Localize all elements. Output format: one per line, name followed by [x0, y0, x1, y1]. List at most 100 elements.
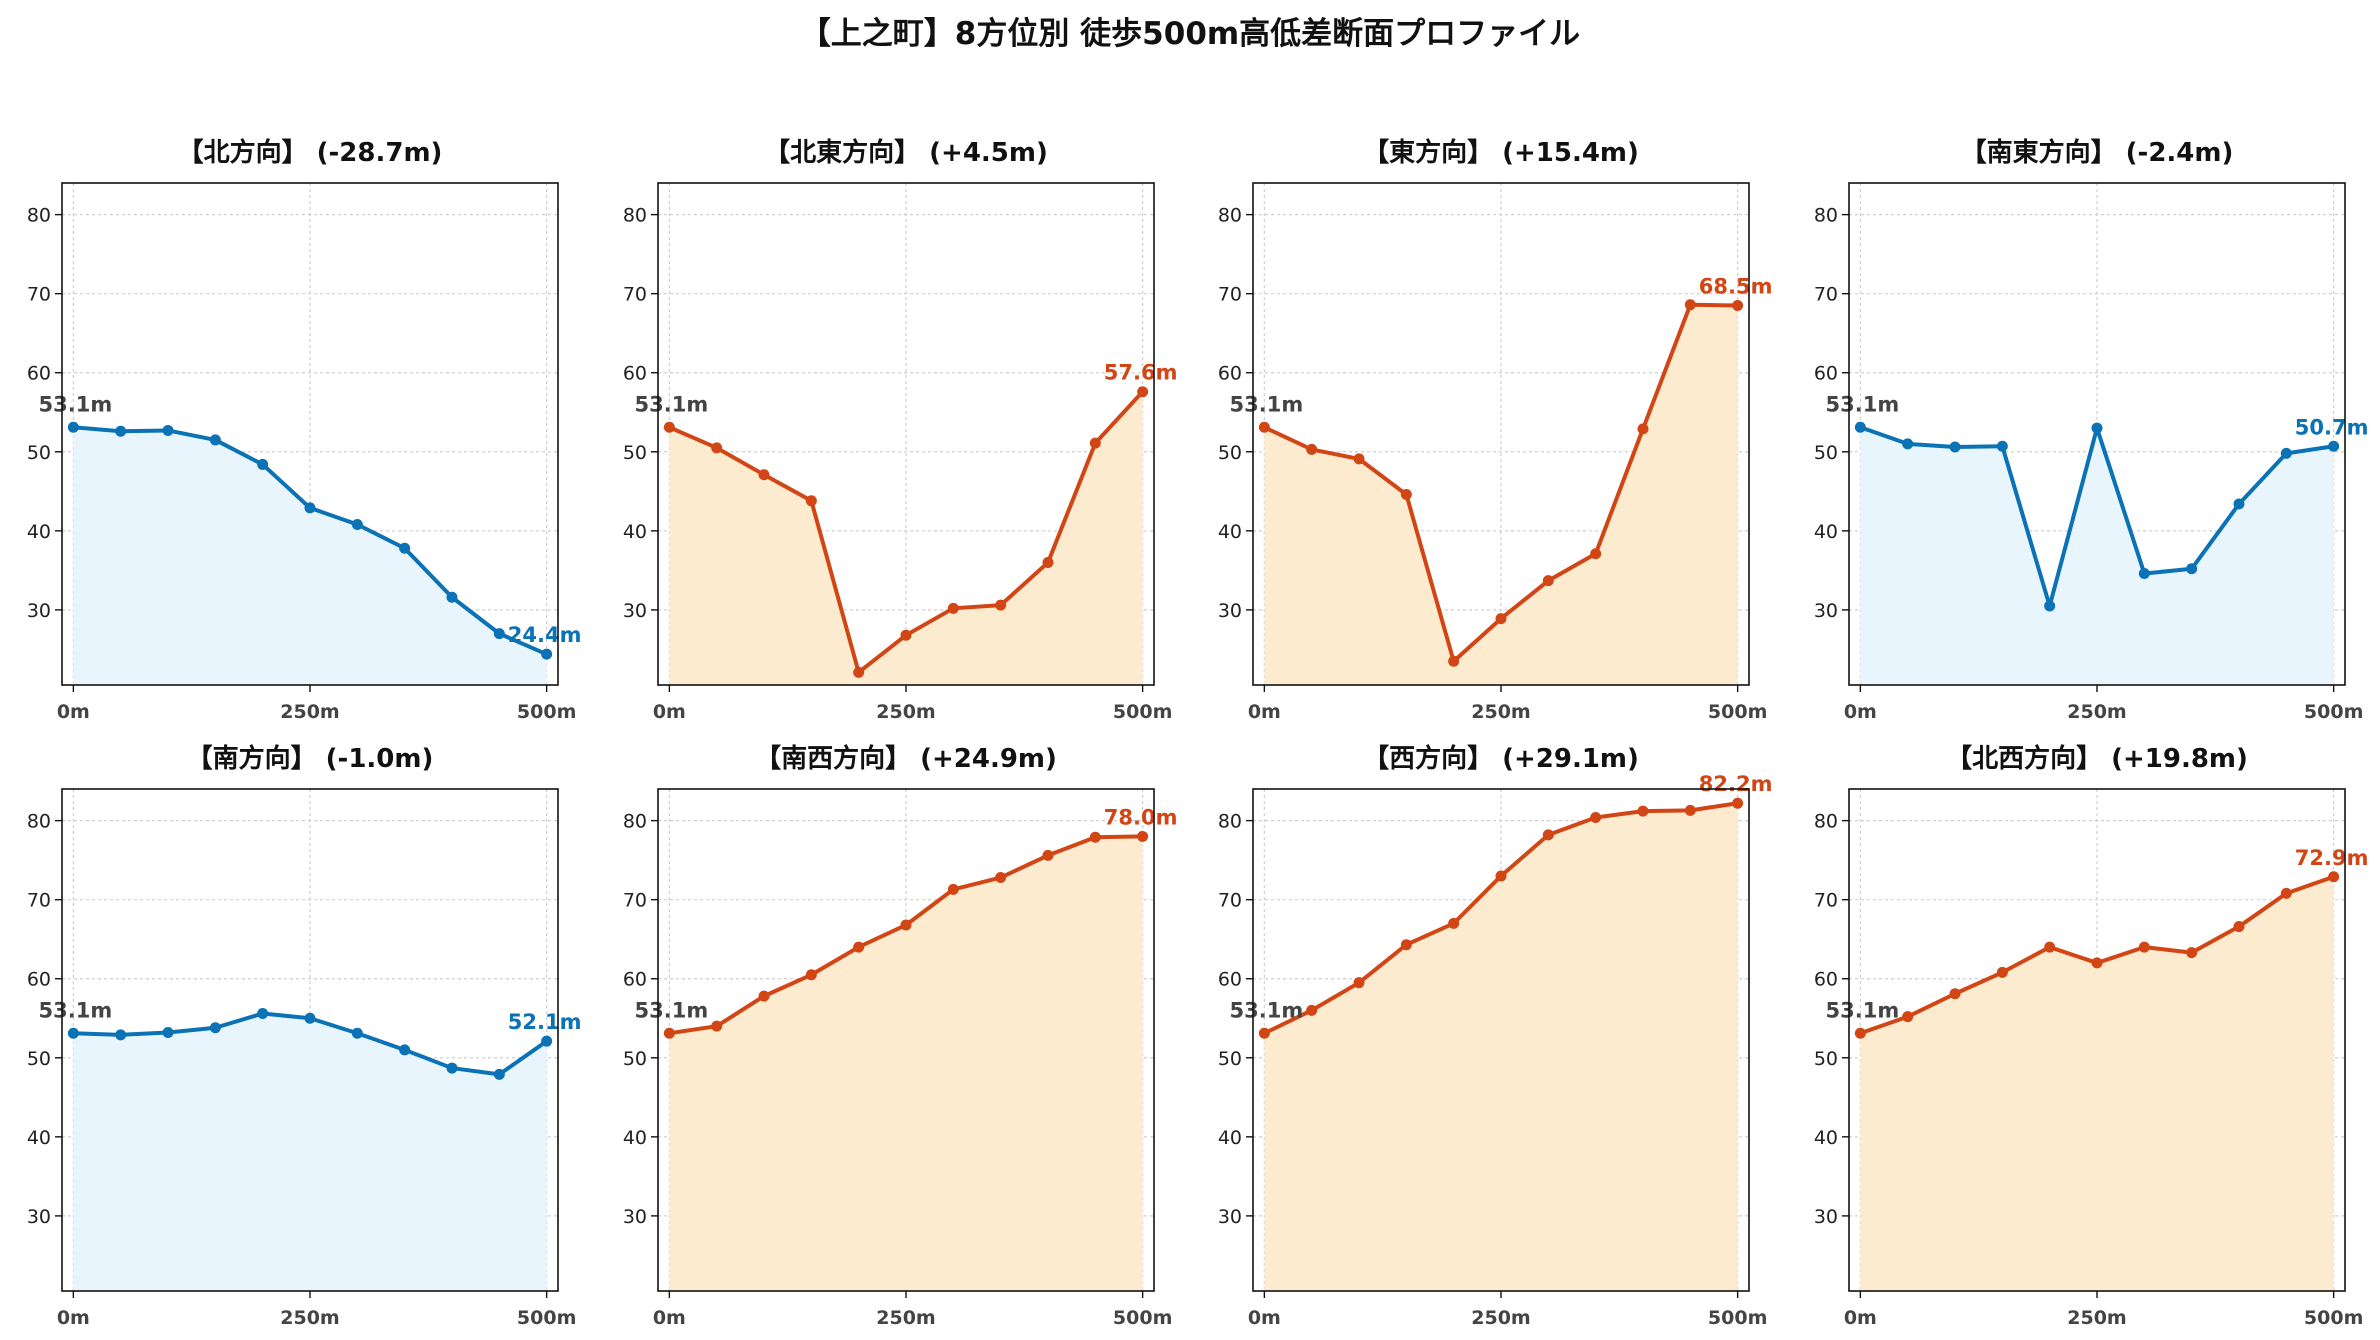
- y-tick-label: 50: [27, 442, 51, 464]
- figure-title: 【上之町】8方位別 徒歩500m高低差断面プロファイル: [800, 16, 1580, 52]
- data-point: [853, 941, 865, 953]
- panel-title: 【南西方向】 (+24.9m): [755, 743, 1057, 774]
- x-tick-label: 250m: [280, 1307, 339, 1329]
- axes-frame: [1252, 182, 1750, 686]
- data-point: [711, 1020, 723, 1032]
- chart-panel-8: 【北西方向】 (+19.8m) 30 40 50 60 70 80 0m 250m 500m 53.…: [1814, 743, 2369, 1329]
- data-point: [1400, 488, 1412, 500]
- y-tick-label: 50: [1814, 442, 1838, 464]
- y-tick-label: 70: [1218, 890, 1242, 912]
- y-tick-label: 30: [27, 600, 51, 622]
- data-point: [1306, 1004, 1318, 1016]
- data-point: [67, 1027, 79, 1039]
- data-point: [947, 883, 959, 895]
- x-tick-label: 0m: [1248, 701, 1281, 723]
- data-point: [1684, 299, 1696, 311]
- y-tick-label: 60: [1218, 363, 1242, 385]
- x-tick-label: 500m: [517, 1307, 576, 1329]
- data-point: [1949, 988, 1961, 1000]
- data-point: [446, 1062, 458, 1074]
- data-point: [304, 502, 316, 514]
- data-point: [257, 458, 269, 470]
- axes-frame: [1848, 182, 2346, 686]
- data-point: [115, 425, 127, 437]
- chart-panel-5: 【南方向】 (-1.0m) 30 40 50 60 70 80 0m 250m 500m 53.1m…: [27, 743, 582, 1329]
- data-point: [1495, 870, 1507, 882]
- data-point: [115, 1029, 127, 1041]
- y-tick-label: 60: [623, 969, 647, 991]
- data-point: [1902, 438, 1914, 450]
- data-point: [493, 628, 505, 640]
- x-tick-label: 500m: [1708, 701, 1767, 723]
- x-tick-label: 0m: [1844, 701, 1877, 723]
- axes-frame: [657, 788, 1155, 1292]
- y-tick-label: 80: [27, 205, 51, 227]
- area-fill: [73, 1013, 547, 1291]
- y-tick-label: 40: [1814, 521, 1838, 543]
- panel-title: 【北東方向】 (+4.5m): [764, 137, 1048, 168]
- data-point: [446, 591, 458, 603]
- panel-title: 【南方向】 (-1.0m): [187, 743, 434, 774]
- data-point: [2280, 887, 2292, 899]
- x-tick-label: 500m: [1708, 1307, 1767, 1329]
- data-point: [663, 1027, 675, 1039]
- data-point: [1353, 453, 1365, 465]
- data-point: [1400, 939, 1412, 951]
- x-tick-label: 0m: [1248, 1307, 1281, 1329]
- y-tick-label: 50: [1814, 1048, 1838, 1070]
- axes-frame: [1848, 788, 2346, 1292]
- data-point: [1542, 829, 1554, 841]
- area-fill: [1860, 876, 2334, 1291]
- y-tick-label: 60: [1814, 969, 1838, 991]
- chart-panel-4: 【南東方向】 (-2.4m) 30 40 50 60 70 80 0m 250m 500m 53.1…: [1814, 137, 2369, 723]
- data-point: [805, 495, 817, 507]
- panel-title: 【北西方向】 (+19.8m): [1946, 743, 2248, 774]
- data-point: [304, 1012, 316, 1024]
- y-tick-label: 40: [1814, 1127, 1838, 1149]
- y-tick-label: 80: [27, 811, 51, 833]
- end-value-label: 50.7m: [2295, 415, 2369, 439]
- y-tick-label: 30: [623, 600, 647, 622]
- data-point: [1902, 1011, 1914, 1023]
- data-point: [711, 442, 723, 454]
- data-point: [1137, 386, 1149, 398]
- x-tick-label: 250m: [876, 701, 935, 723]
- data-point: [1258, 1027, 1270, 1039]
- data-point: [67, 421, 79, 433]
- y-tick-label: 30: [1218, 1206, 1242, 1228]
- y-tick-label: 80: [623, 811, 647, 833]
- x-tick-label: 250m: [2067, 701, 2126, 723]
- panel-title: 【西方向】 (+29.1m): [1363, 743, 1639, 774]
- data-point: [1495, 613, 1507, 625]
- end-value-label: 57.6m: [1104, 361, 1178, 385]
- data-point: [805, 969, 817, 981]
- data-point: [162, 1026, 174, 1038]
- y-tick-label: 60: [623, 363, 647, 385]
- data-point: [758, 469, 770, 481]
- y-tick-label: 40: [27, 521, 51, 543]
- y-tick-label: 60: [1814, 363, 1838, 385]
- area-fill: [1264, 304, 1738, 685]
- y-tick-label: 50: [623, 442, 647, 464]
- end-value-label: 68.5m: [1699, 275, 1773, 299]
- data-point: [1042, 849, 1054, 861]
- area-fill: [1860, 427, 2334, 685]
- y-tick-label: 70: [623, 890, 647, 912]
- data-point: [2233, 921, 2245, 933]
- data-point: [2186, 947, 2198, 959]
- y-tick-label: 70: [1814, 890, 1838, 912]
- axes-frame: [657, 182, 1155, 686]
- data-point: [399, 1044, 411, 1056]
- panel-title: 【北方向】 (-28.7m): [178, 137, 443, 168]
- y-tick-label: 30: [623, 1206, 647, 1228]
- data-point: [162, 424, 174, 436]
- data-point: [1996, 440, 2008, 452]
- y-tick-label: 50: [27, 1048, 51, 1070]
- area-fill: [669, 391, 1143, 685]
- data-point: [2091, 422, 2103, 434]
- start-value-label: 53.1m: [1230, 998, 1304, 1022]
- x-tick-label: 250m: [1471, 701, 1530, 723]
- x-tick-label: 250m: [280, 701, 339, 723]
- end-value-label: 78.0m: [1104, 805, 1178, 829]
